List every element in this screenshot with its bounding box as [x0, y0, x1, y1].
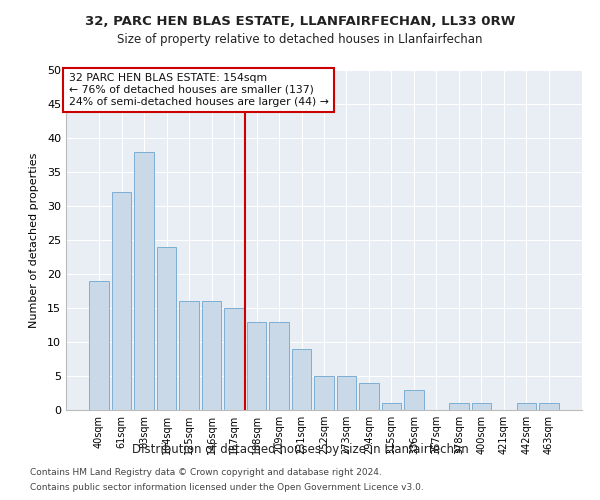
Bar [292, 349, 311, 410]
Bar [224, 308, 244, 410]
Text: Contains HM Land Registry data © Crown copyright and database right 2024.: Contains HM Land Registry data © Crown c… [30, 468, 382, 477]
Bar [112, 192, 131, 410]
Text: Size of property relative to detached houses in Llanfairfechan: Size of property relative to detached ho… [117, 32, 483, 46]
Bar [269, 322, 289, 410]
Bar [314, 376, 334, 410]
Bar [89, 281, 109, 410]
Bar [404, 390, 424, 410]
Bar [517, 403, 536, 410]
Bar [539, 403, 559, 410]
Bar [472, 403, 491, 410]
Bar [337, 376, 356, 410]
Text: Contains public sector information licensed under the Open Government Licence v3: Contains public sector information licen… [30, 483, 424, 492]
Bar [382, 403, 401, 410]
Text: 32 PARC HEN BLAS ESTATE: 154sqm
← 76% of detached houses are smaller (137)
24% o: 32 PARC HEN BLAS ESTATE: 154sqm ← 76% of… [68, 74, 328, 106]
Y-axis label: Number of detached properties: Number of detached properties [29, 152, 38, 328]
Bar [202, 301, 221, 410]
Text: 32, PARC HEN BLAS ESTATE, LLANFAIRFECHAN, LL33 0RW: 32, PARC HEN BLAS ESTATE, LLANFAIRFECHAN… [85, 15, 515, 28]
Bar [179, 301, 199, 410]
Bar [359, 383, 379, 410]
Bar [134, 152, 154, 410]
Bar [157, 247, 176, 410]
Bar [449, 403, 469, 410]
Text: Distribution of detached houses by size in Llanfairfechan: Distribution of detached houses by size … [131, 442, 469, 456]
Bar [247, 322, 266, 410]
